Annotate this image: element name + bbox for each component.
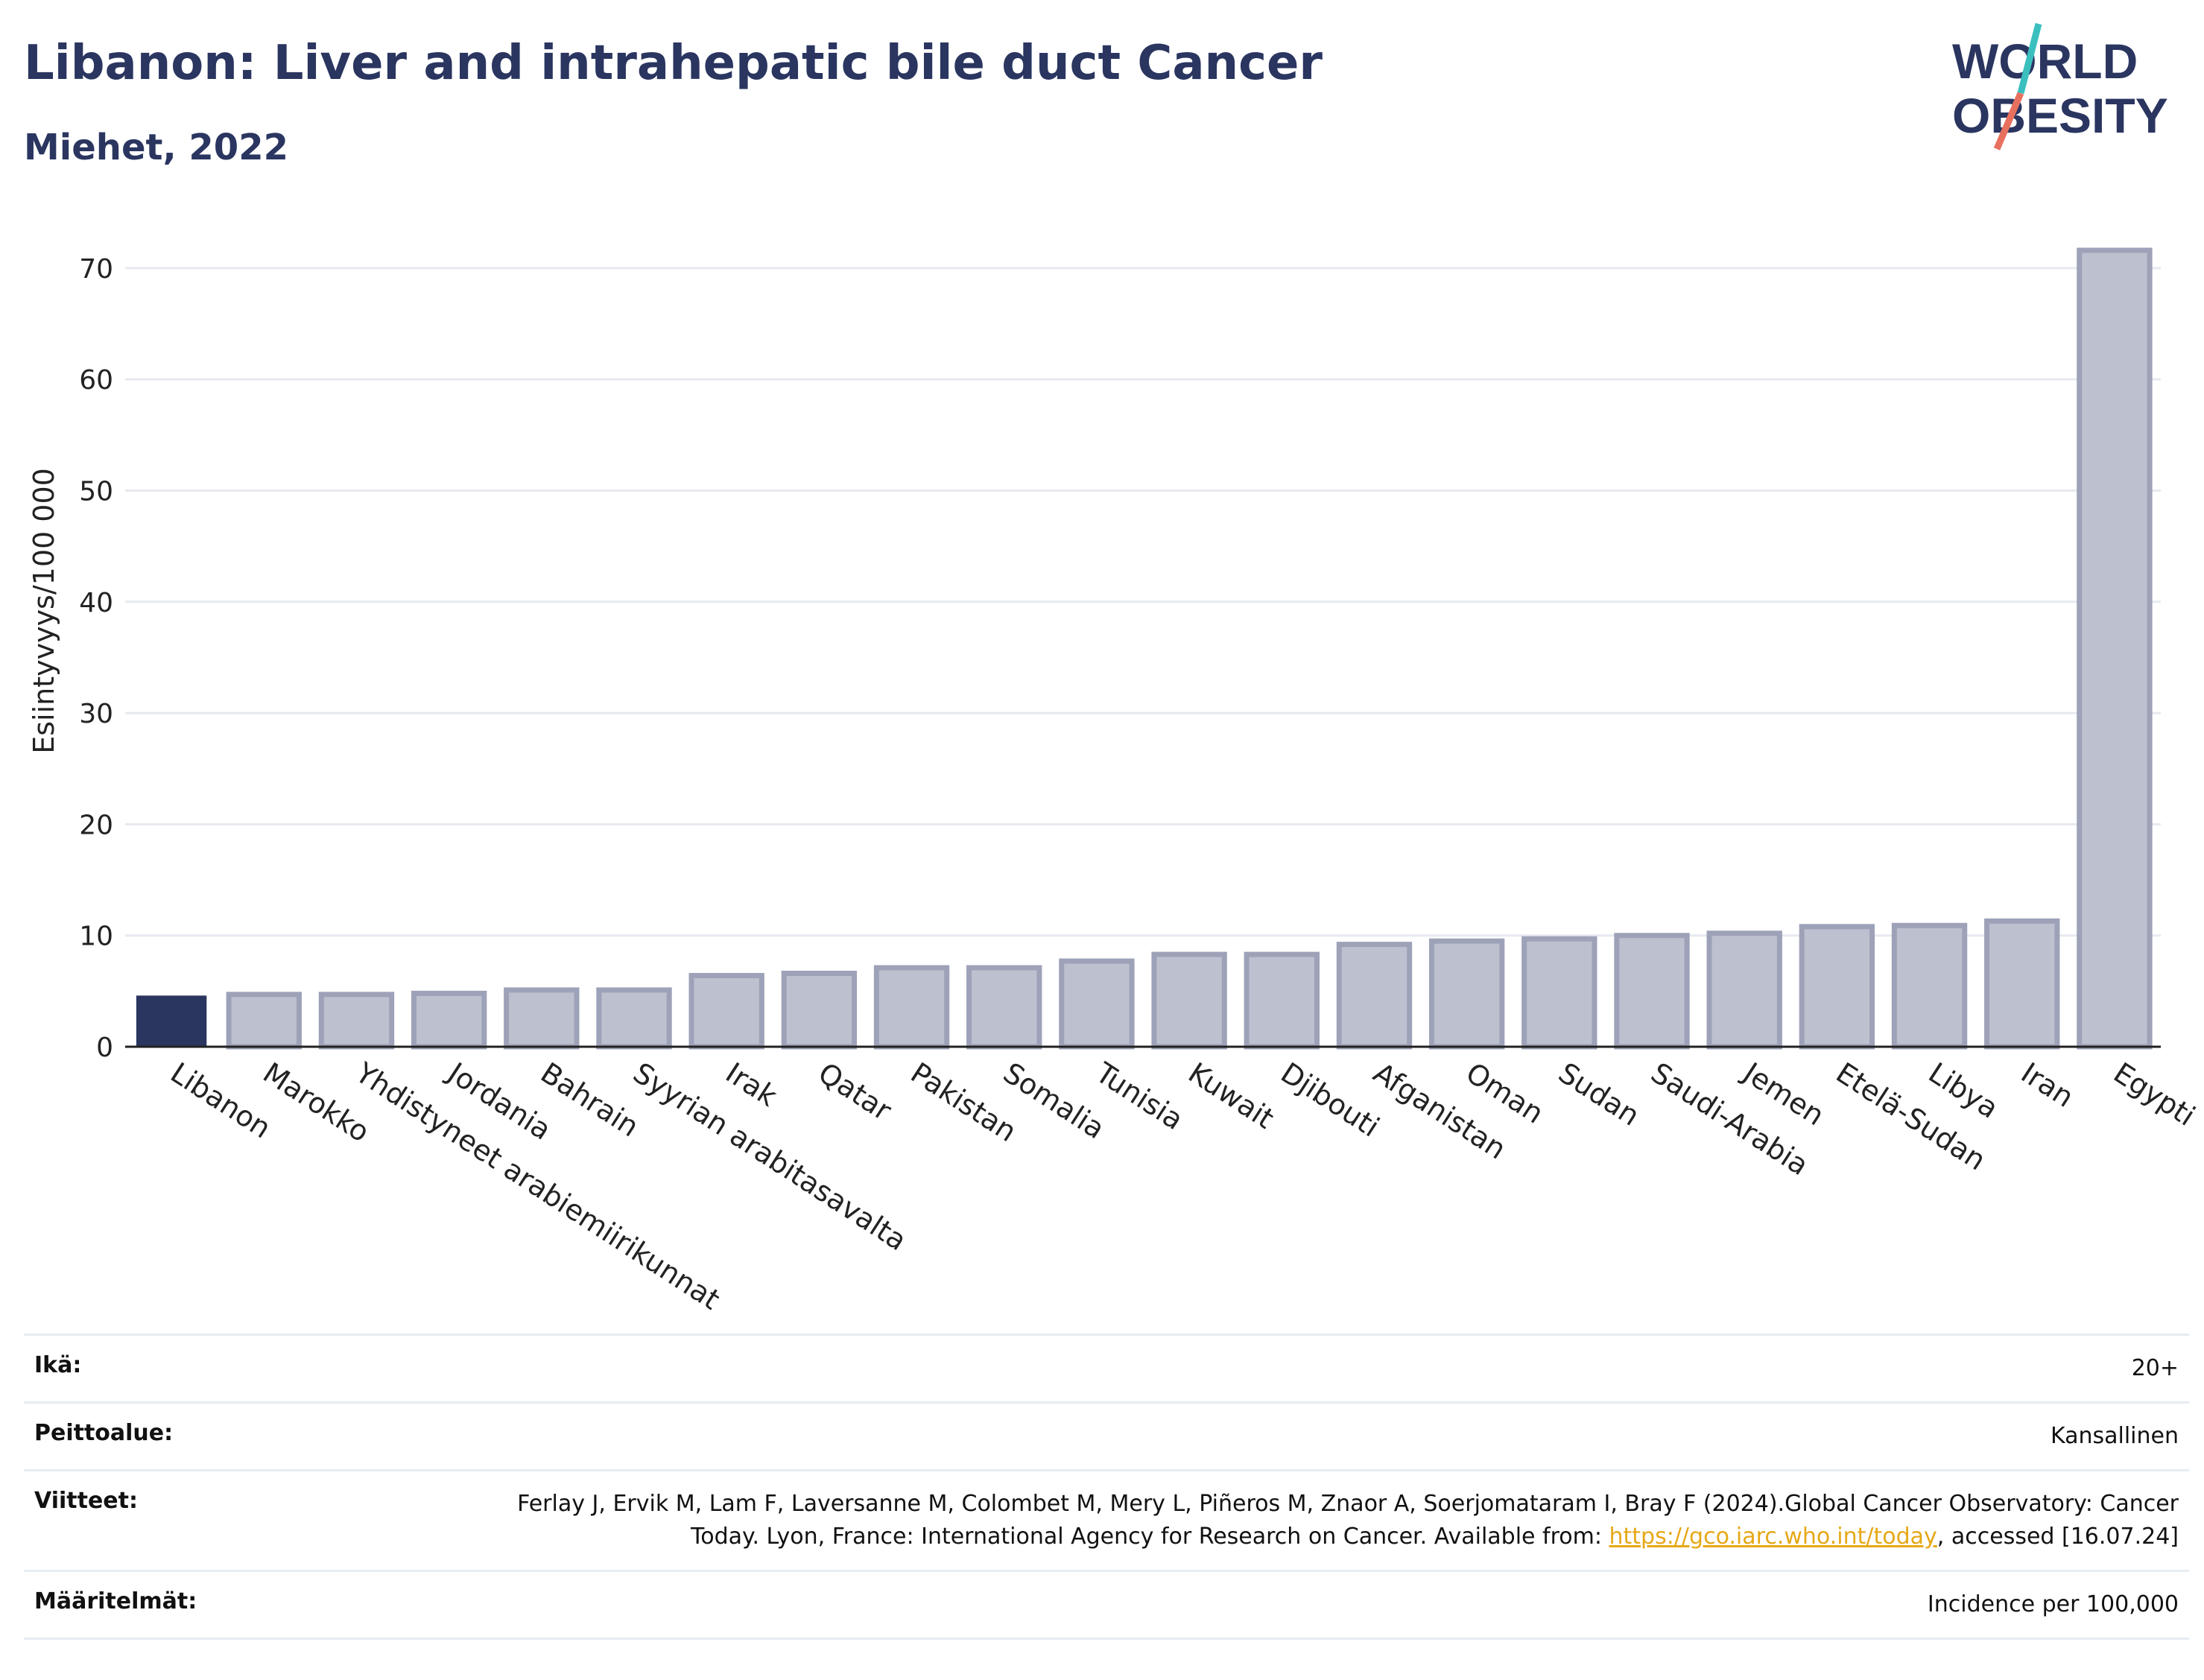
definitions-value: Incidence per 100,000 xyxy=(1927,1591,2179,1617)
x-tick-label: Sudan xyxy=(1553,1056,1645,1132)
x-tick-label: Marokko xyxy=(257,1056,375,1149)
info-row-definitions: Määritelmät: Incidence per 100,000 xyxy=(24,1570,2189,1640)
label-layer: 010203040506070LibanonMarokkoYhdistyneet… xyxy=(79,254,2201,1316)
bar-17 xyxy=(1706,931,1782,1050)
bar-1 xyxy=(226,992,302,1050)
x-tick-label: Irak xyxy=(720,1056,782,1113)
bar-15 xyxy=(1521,936,1597,1050)
coverage-label: Peittoalue: xyxy=(34,1420,174,1446)
bar-12 xyxy=(1244,951,1320,1050)
bar-7 xyxy=(781,970,858,1050)
y-axis-label: Esiintyvyys/100 000 xyxy=(28,468,60,754)
bar-11 xyxy=(1151,951,1227,1050)
definitions-label: Määritelmät: xyxy=(34,1588,197,1614)
page-subtitle: Miehet, 2022 xyxy=(24,127,288,168)
grid-layer xyxy=(125,267,2161,937)
bar-8 xyxy=(873,965,950,1050)
age-value: 20+ xyxy=(2131,1355,2179,1381)
bar-2 xyxy=(318,992,395,1050)
bar-chart: 010203040506070LibanonMarokkoYhdistyneet… xyxy=(28,247,2201,1316)
bar-6 xyxy=(688,972,764,1050)
bar-13 xyxy=(1336,942,1413,1050)
logo-slash-red xyxy=(1993,92,2024,150)
references-value: Ferlay J, Ervik M, Lam F, Laversanne M, … xyxy=(465,1488,2179,1553)
y-tick-label: 0 xyxy=(96,1033,113,1063)
y-tick-label: 20 xyxy=(79,810,113,840)
bar-10 xyxy=(1059,958,1135,1050)
y-tick-label: 10 xyxy=(79,922,113,952)
bar-21 xyxy=(2077,247,2153,1050)
bar-layer xyxy=(125,247,2161,1050)
bar-20 xyxy=(1984,918,2060,1050)
info-row-coverage: Peittoalue: Kansallinen xyxy=(24,1401,2189,1469)
x-tick-label: Kuwait xyxy=(1182,1056,1279,1135)
bar-19 xyxy=(1891,922,1968,1050)
bar-9 xyxy=(966,965,1042,1050)
x-tick-label: Qatar xyxy=(812,1056,897,1127)
y-tick-label: 60 xyxy=(79,365,113,396)
info-row-age: Ikä: 20+ xyxy=(24,1334,2189,1401)
world-obesity-logo: WORLD OBESITY xyxy=(1952,22,2168,150)
x-tick-label: Saudi-Arabia xyxy=(1645,1056,1814,1182)
page-title: Libanon: Liver and intrahepatic bile duc… xyxy=(24,36,1323,91)
bar-3 xyxy=(411,990,487,1050)
info-row-references: Viitteet: Ferlay J, Ervik M, Lam F, Lave… xyxy=(24,1469,2189,1570)
y-tick-label: 50 xyxy=(79,476,113,507)
age-label: Ikä: xyxy=(34,1352,82,1378)
x-tick-label: Pakistan xyxy=(905,1056,1022,1149)
x-tick-label: Djibouti xyxy=(1275,1056,1384,1144)
info-table: Ikä: 20+ Peittoalue: Kansallinen Viittee… xyxy=(24,1334,2189,1640)
logo-line1: WORLD xyxy=(1952,34,2138,89)
bar-0 xyxy=(136,995,207,1047)
bar-14 xyxy=(1428,938,1505,1050)
y-tick-label: 70 xyxy=(79,254,113,285)
logo-slash-teal xyxy=(2017,22,2042,95)
coverage-value: Kansallinen xyxy=(2050,1423,2179,1449)
x-tick-label: Bahrain xyxy=(535,1056,645,1144)
logo-line2: OBESITY xyxy=(1952,88,2168,143)
x-tick-label: Iran xyxy=(2015,1056,2080,1114)
bar-16 xyxy=(1614,933,1690,1050)
bar-18 xyxy=(1799,924,1875,1050)
y-tick-label: 30 xyxy=(79,699,113,729)
y-tick-label: 40 xyxy=(79,588,113,618)
references-text-1: Ferlay J, Ervik M, Lam F, Laversanne M, … xyxy=(517,1491,2179,1550)
x-tick-label: Egypti xyxy=(2108,1056,2201,1132)
references-label: Viitteet: xyxy=(34,1488,138,1514)
x-tick-label: Libanon xyxy=(165,1056,276,1145)
references-link[interactable]: https://gco.iarc.who.int/today xyxy=(1609,1524,1937,1550)
bar-4 xyxy=(504,987,580,1050)
references-text-2: , accessed [16.07.24] xyxy=(1937,1524,2179,1550)
bar-5 xyxy=(596,987,672,1050)
